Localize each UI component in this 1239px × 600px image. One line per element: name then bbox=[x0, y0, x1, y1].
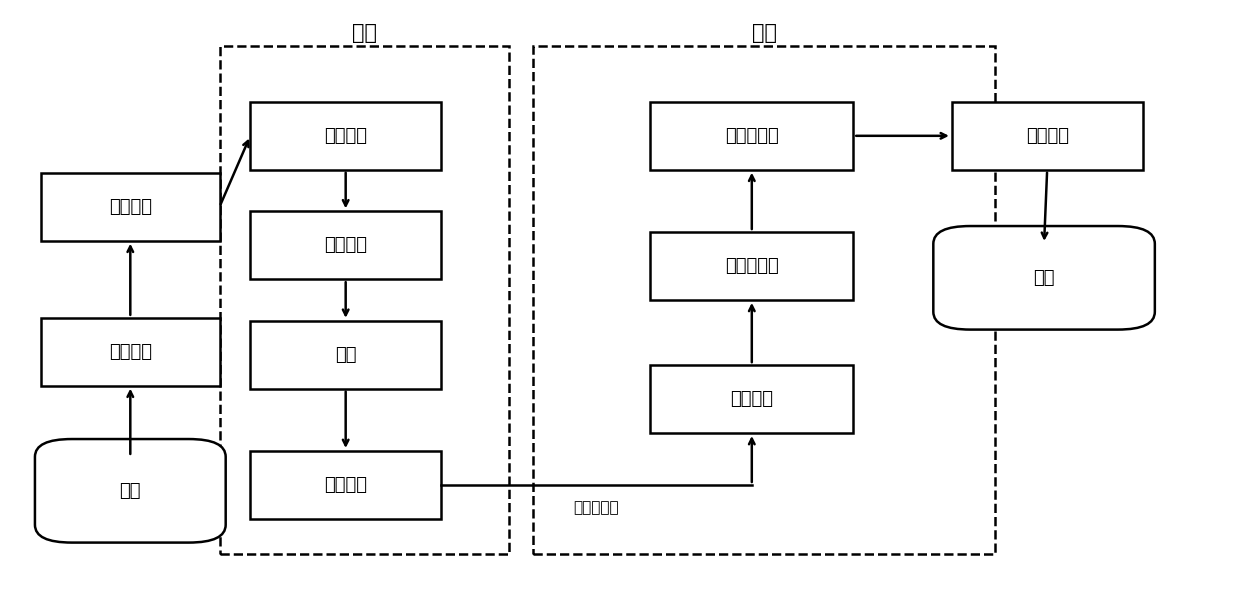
Text: 开始: 开始 bbox=[119, 482, 141, 500]
Text: 去噪: 去噪 bbox=[335, 346, 357, 364]
FancyBboxPatch shape bbox=[250, 102, 441, 170]
FancyBboxPatch shape bbox=[41, 173, 219, 241]
Text: 灰度级变换: 灰度级变换 bbox=[725, 127, 778, 145]
FancyBboxPatch shape bbox=[250, 451, 441, 519]
FancyBboxPatch shape bbox=[35, 439, 225, 542]
FancyBboxPatch shape bbox=[250, 211, 441, 279]
FancyBboxPatch shape bbox=[650, 102, 854, 170]
FancyBboxPatch shape bbox=[41, 318, 219, 386]
Text: 空域: 空域 bbox=[752, 23, 777, 43]
Text: 频域: 频域 bbox=[352, 23, 377, 43]
Text: 模糊计算: 模糊计算 bbox=[109, 198, 152, 216]
Text: 结束: 结束 bbox=[1033, 269, 1054, 287]
FancyBboxPatch shape bbox=[650, 232, 854, 300]
Text: 概率重分配: 概率重分配 bbox=[725, 257, 778, 275]
Text: 低噪声图像: 低噪声图像 bbox=[574, 500, 620, 515]
FancyBboxPatch shape bbox=[933, 226, 1155, 329]
FancyBboxPatch shape bbox=[250, 321, 441, 389]
Text: 频域变换: 频域变换 bbox=[325, 236, 367, 254]
Text: 分割图像: 分割图像 bbox=[730, 390, 773, 408]
Text: 加性运算: 加性运算 bbox=[325, 127, 367, 145]
Text: 增强图像: 增强图像 bbox=[1026, 127, 1069, 145]
Text: 原始图像: 原始图像 bbox=[109, 343, 152, 361]
FancyBboxPatch shape bbox=[952, 102, 1142, 170]
FancyBboxPatch shape bbox=[650, 365, 854, 433]
Text: 空域变换: 空域变换 bbox=[325, 476, 367, 494]
